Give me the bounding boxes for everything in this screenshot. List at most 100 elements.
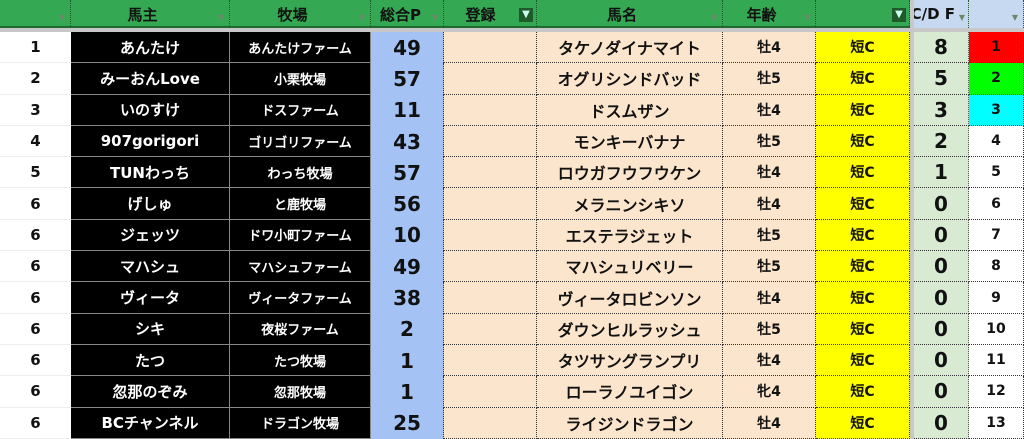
cell-cdf[interactable]: 8 xyxy=(914,32,969,64)
header-points[interactable]: 総合P ▼ xyxy=(371,0,444,28)
cell-age[interactable]: 牡4 xyxy=(723,282,816,314)
cell-horse[interactable]: マハシュリベリー xyxy=(537,251,723,283)
cell-cdf[interactable]: 0 xyxy=(914,344,969,377)
header-horse[interactable]: 馬名 ▼ xyxy=(537,0,723,28)
cell-cdf[interactable]: 1 xyxy=(914,157,969,189)
cell-owner[interactable]: シキ xyxy=(71,313,230,345)
cell-age[interactable]: 牡5 xyxy=(723,313,816,345)
cell-registered[interactable] xyxy=(444,376,537,408)
cell-rank[interactable]: 5 xyxy=(0,157,71,189)
filter-icon[interactable]: ▼ xyxy=(1011,13,1019,22)
header-distance[interactable]: ▼ xyxy=(816,0,910,28)
cell-rank[interactable]: 6 xyxy=(0,251,71,283)
cell-number[interactable]: 5 xyxy=(969,157,1024,189)
cell-cdf[interactable]: 0 xyxy=(914,282,969,314)
cell-registered[interactable] xyxy=(444,251,537,283)
cell-points[interactable]: 11 xyxy=(371,94,444,126)
cell-cdf[interactable]: 0 xyxy=(914,313,969,345)
filter-icon[interactable]: ▼ xyxy=(58,13,66,22)
cell-points[interactable]: 57 xyxy=(371,63,444,95)
cell-distance[interactable]: 短C xyxy=(816,251,910,283)
cell-age[interactable]: 牡4 xyxy=(723,188,816,220)
cell-cdf[interactable]: 2 xyxy=(914,125,969,158)
cell-points[interactable]: 56 xyxy=(371,188,444,220)
cell-cdf[interactable]: 0 xyxy=(914,219,969,252)
cell-horse[interactable]: エステラジェット xyxy=(537,219,723,252)
cell-registered[interactable] xyxy=(444,188,537,220)
cell-rank[interactable]: 6 xyxy=(0,313,71,345)
cell-cdf[interactable]: 0 xyxy=(914,407,969,439)
cell-rank[interactable]: 6 xyxy=(0,344,71,377)
cell-cdf[interactable]: 0 xyxy=(914,188,969,220)
cell-cdf[interactable]: 0 xyxy=(914,376,969,408)
filter-active-icon[interactable]: ▼ xyxy=(892,8,906,22)
cell-owner[interactable]: たつ xyxy=(71,344,230,377)
cell-farm[interactable]: ゴリゴリファーム xyxy=(230,125,371,158)
cell-owner[interactable]: 907gorigori xyxy=(71,125,230,158)
cell-age[interactable]: 牡5 xyxy=(723,219,816,252)
cell-distance[interactable]: 短C xyxy=(816,376,910,408)
cell-distance[interactable]: 短C xyxy=(816,125,910,158)
cell-registered[interactable] xyxy=(444,125,537,158)
cell-farm[interactable]: 忽那牧場 xyxy=(230,376,371,408)
cell-registered[interactable] xyxy=(444,32,537,64)
cell-points[interactable]: 1 xyxy=(371,344,444,377)
cell-owner[interactable]: ジェッツ xyxy=(71,219,230,252)
cell-horse[interactable]: ライジンドラゴン xyxy=(537,407,723,439)
cell-number[interactable]: 2 xyxy=(969,63,1024,95)
cell-age[interactable]: 牡5 xyxy=(723,251,816,283)
cell-number[interactable]: 1 xyxy=(969,32,1024,64)
cell-rank[interactable]: 6 xyxy=(0,282,71,314)
cell-registered[interactable] xyxy=(444,282,537,314)
cell-distance[interactable]: 短C xyxy=(816,94,910,126)
cell-rank[interactable]: 1 xyxy=(0,32,71,64)
header-number[interactable]: ▼ xyxy=(969,0,1024,28)
cell-distance[interactable]: 短C xyxy=(816,407,910,439)
filter-active-icon[interactable]: ▼ xyxy=(519,8,533,22)
cell-number[interactable]: 6 xyxy=(969,188,1024,220)
filter-icon[interactable]: ▼ xyxy=(710,13,718,22)
cell-owner[interactable]: あんたけ xyxy=(71,32,230,64)
cell-owner[interactable]: いのすけ xyxy=(71,94,230,126)
cell-horse[interactable]: タツサングランプリ xyxy=(537,344,723,377)
cell-registered[interactable] xyxy=(444,344,537,377)
cell-farm[interactable]: ドワ小町ファーム xyxy=(230,219,371,252)
cell-number[interactable]: 8 xyxy=(969,251,1024,283)
cell-points[interactable]: 38 xyxy=(371,282,444,314)
cell-age[interactable]: 牡4 xyxy=(723,344,816,377)
cell-rank[interactable]: 6 xyxy=(0,188,71,220)
cell-cdf[interactable]: 0 xyxy=(914,251,969,283)
cell-registered[interactable] xyxy=(444,407,537,439)
cell-cdf[interactable]: 5 xyxy=(914,63,969,95)
cell-cdf[interactable]: 3 xyxy=(914,94,969,126)
cell-age[interactable]: 牡4 xyxy=(723,32,816,64)
filter-icon[interactable]: ▼ xyxy=(358,13,366,22)
cell-horse[interactable]: タケノダイナマイト xyxy=(537,32,723,64)
filter-icon[interactable]: ▼ xyxy=(958,13,966,22)
cell-registered[interactable] xyxy=(444,94,537,126)
cell-horse[interactable]: ダウンヒルラッシュ xyxy=(537,313,723,345)
cell-farm[interactable]: ドスファーム xyxy=(230,94,371,126)
cell-horse[interactable]: ロウガフウフウケン xyxy=(537,157,723,189)
cell-farm[interactable]: と鹿牧場 xyxy=(230,188,371,220)
header-rank[interactable]: ▼ xyxy=(0,0,71,28)
cell-rank[interactable]: 2 xyxy=(0,63,71,95)
cell-distance[interactable]: 短C xyxy=(816,157,910,189)
cell-number[interactable]: 3 xyxy=(969,94,1024,126)
cell-points[interactable]: 49 xyxy=(371,32,444,64)
cell-farm[interactable]: ドラゴン牧場 xyxy=(230,407,371,439)
cell-age[interactable]: 牡5 xyxy=(723,125,816,158)
cell-number[interactable]: 10 xyxy=(969,313,1024,345)
cell-horse[interactable]: メラニンシキソ xyxy=(537,188,723,220)
cell-number[interactable]: 12 xyxy=(969,376,1024,408)
cell-farm[interactable]: マハシュファーム xyxy=(230,251,371,283)
cell-points[interactable]: 49 xyxy=(371,251,444,283)
cell-horse[interactable]: ローラノユイゴン xyxy=(537,376,723,408)
cell-distance[interactable]: 短C xyxy=(816,282,910,314)
cell-owner[interactable]: TUNわっち xyxy=(71,157,230,189)
cell-points[interactable]: 1 xyxy=(371,376,444,408)
header-age[interactable]: 年齢 ▼ xyxy=(723,0,816,28)
cell-points[interactable]: 10 xyxy=(371,219,444,252)
cell-farm[interactable]: わっち牧場 xyxy=(230,157,371,189)
cell-owner[interactable]: げしゅ xyxy=(71,188,230,220)
